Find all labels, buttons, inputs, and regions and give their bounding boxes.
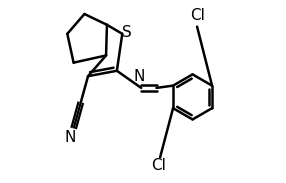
Text: N: N — [134, 69, 145, 84]
Text: N: N — [64, 130, 76, 145]
Text: Cl: Cl — [151, 158, 166, 173]
Text: Cl: Cl — [190, 8, 205, 23]
Text: S: S — [122, 25, 132, 40]
